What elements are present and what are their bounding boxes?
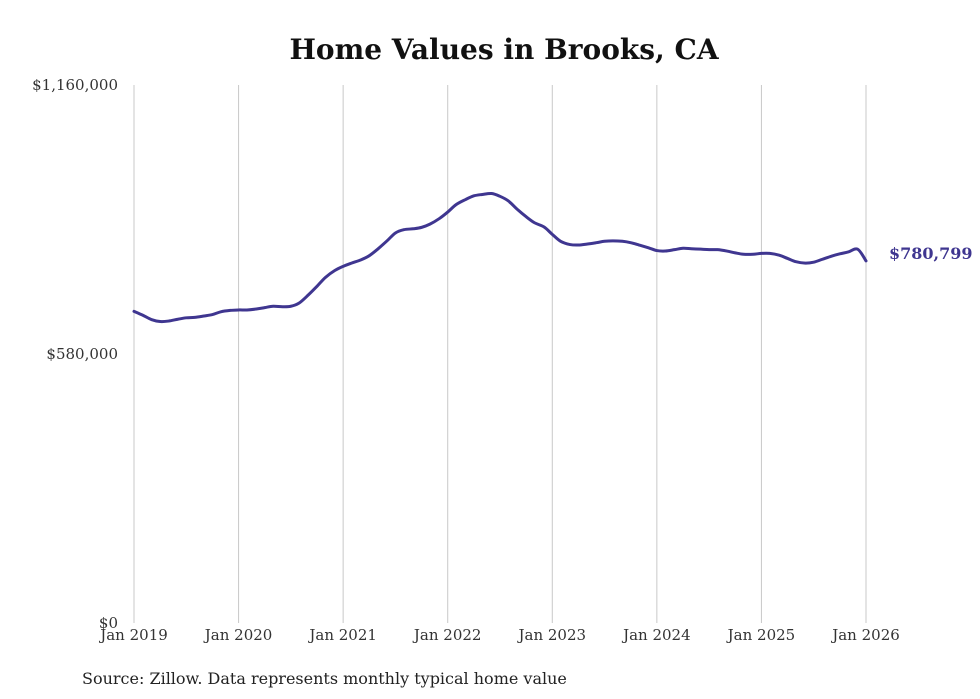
chart-title: Home Values in Brooks, CA xyxy=(289,33,719,66)
end-value-label: $780,799 xyxy=(889,244,973,263)
x-axis-ticks: Jan 2019 Jan 2020 Jan 2021 Jan 2022 Jan 2023… xyxy=(98,626,900,644)
x-tick-label: Jan 2021 xyxy=(307,626,377,644)
source-note: Source: Zillow. Data represents monthly … xyxy=(82,669,567,688)
y-axis-ticks: $0 $580,000 $1,160,000 xyxy=(32,76,118,632)
home-value-series-line xyxy=(132,191,868,324)
x-tick-label: Jan 2025 xyxy=(726,626,796,644)
x-tick-label: Jan 2024 xyxy=(621,626,691,644)
x-tick-label: Jan 2020 xyxy=(203,626,273,644)
y-tick-label: $580,000 xyxy=(46,345,118,363)
gridlines xyxy=(133,85,867,623)
x-tick-label: Jan 2026 xyxy=(830,626,900,644)
y-tick-label: $0 xyxy=(99,614,118,632)
x-tick-label: Jan 2023 xyxy=(517,626,587,644)
x-tick-label: Jan 2019 xyxy=(98,626,168,644)
series-layer: $780,799 xyxy=(132,191,973,324)
x-tick-label: Jan 2022 xyxy=(412,626,482,644)
y-tick-label: $1,160,000 xyxy=(32,76,118,94)
